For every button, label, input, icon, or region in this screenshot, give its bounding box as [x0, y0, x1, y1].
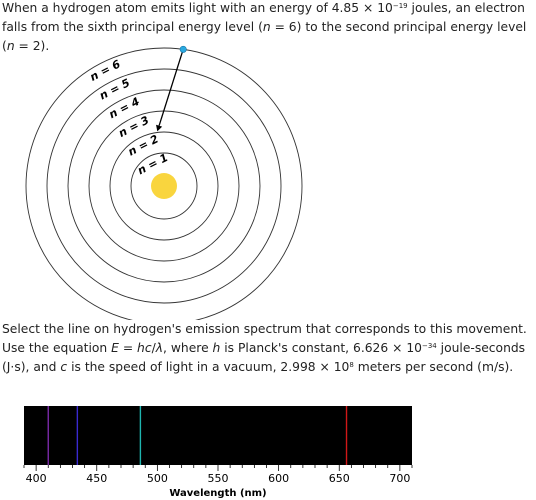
tick-label-650: 650	[329, 472, 350, 485]
tick-label-400: 400	[26, 472, 47, 485]
question-paragraph: Select the line on hydrogen's emission s…	[2, 322, 527, 374]
emission-spectrum: 400 450 500 550 600 650 700 Wavelength (nm)	[23, 406, 413, 499]
tick-label-700: 700	[389, 472, 410, 485]
transition-arrow	[158, 52, 183, 126]
orbit-ring-n4	[67, 89, 261, 283]
x-axis-label: Wavelength (nm)	[169, 488, 266, 499]
orbit-ring-n6	[25, 47, 303, 320]
orbit-ring-n2	[109, 131, 219, 241]
nucleus	[151, 173, 177, 199]
tick-label-550: 550	[208, 472, 229, 485]
orbit-ring-n5	[46, 68, 282, 304]
tick-label-450: 450	[86, 472, 107, 485]
electron	[179, 45, 187, 53]
bohr-atom-diagram: n = 1n = 2n = 3n = 4n = 5n = 6	[25, 45, 303, 320]
tick-label-500: 500	[147, 472, 168, 485]
spectrum-background	[24, 406, 412, 465]
tick-label-600: 600	[268, 472, 289, 485]
intro-paragraph: When a hydrogen atom emits light with an…	[2, 1, 527, 53]
arrow-head	[156, 124, 163, 132]
orbit-ring-n1	[130, 152, 198, 220]
